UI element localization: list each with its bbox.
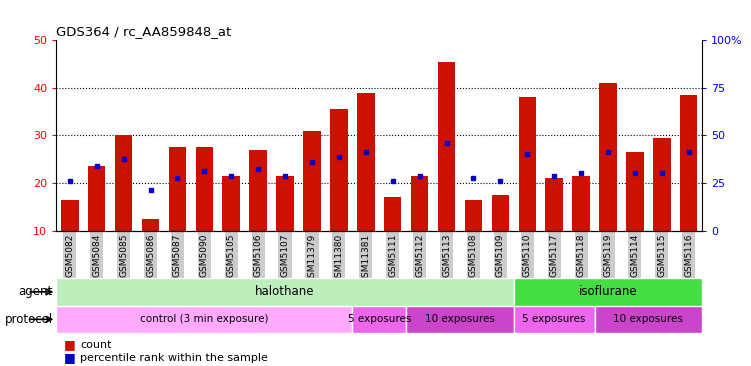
Text: halothane: halothane (255, 285, 315, 298)
Bar (195, 147, 213, 231)
Bar (169, 147, 186, 231)
Bar (88, 167, 105, 231)
Bar (61, 200, 79, 231)
Text: 5 exposures: 5 exposures (523, 314, 586, 324)
Bar (680, 95, 698, 231)
Text: ■: ■ (64, 338, 76, 351)
Bar (330, 109, 348, 231)
Bar (572, 176, 590, 231)
Bar (222, 176, 240, 231)
Bar (514, 306, 595, 333)
Bar (514, 278, 702, 306)
Bar (595, 306, 702, 333)
Bar (545, 178, 563, 231)
Bar (465, 200, 482, 231)
Bar (352, 306, 406, 333)
Bar (303, 131, 321, 231)
Bar (249, 150, 267, 231)
Text: isoflurane: isoflurane (579, 285, 638, 298)
Text: protocol: protocol (5, 313, 53, 326)
Bar (115, 135, 132, 231)
Text: count: count (80, 340, 112, 350)
Bar (276, 176, 294, 231)
Text: 10 exposures: 10 exposures (425, 314, 495, 324)
Bar (411, 176, 428, 231)
Text: percentile rank within the sample: percentile rank within the sample (80, 353, 268, 363)
Bar (384, 197, 402, 231)
Bar (142, 219, 159, 231)
Bar (357, 93, 375, 231)
Bar (56, 278, 514, 306)
Bar (56, 306, 352, 333)
Text: agent: agent (18, 285, 53, 298)
Bar (406, 306, 514, 333)
Bar (653, 138, 671, 231)
Bar (492, 195, 509, 231)
Bar (599, 83, 617, 231)
Text: ■: ■ (64, 351, 76, 364)
Bar (626, 152, 644, 231)
Bar (518, 97, 536, 231)
Bar (438, 62, 455, 231)
Text: 5 exposures: 5 exposures (348, 314, 411, 324)
Text: 10 exposures: 10 exposures (614, 314, 683, 324)
Text: control (3 min exposure): control (3 min exposure) (140, 314, 269, 324)
Text: GDS364 / rc_AA859848_at: GDS364 / rc_AA859848_at (56, 25, 231, 38)
